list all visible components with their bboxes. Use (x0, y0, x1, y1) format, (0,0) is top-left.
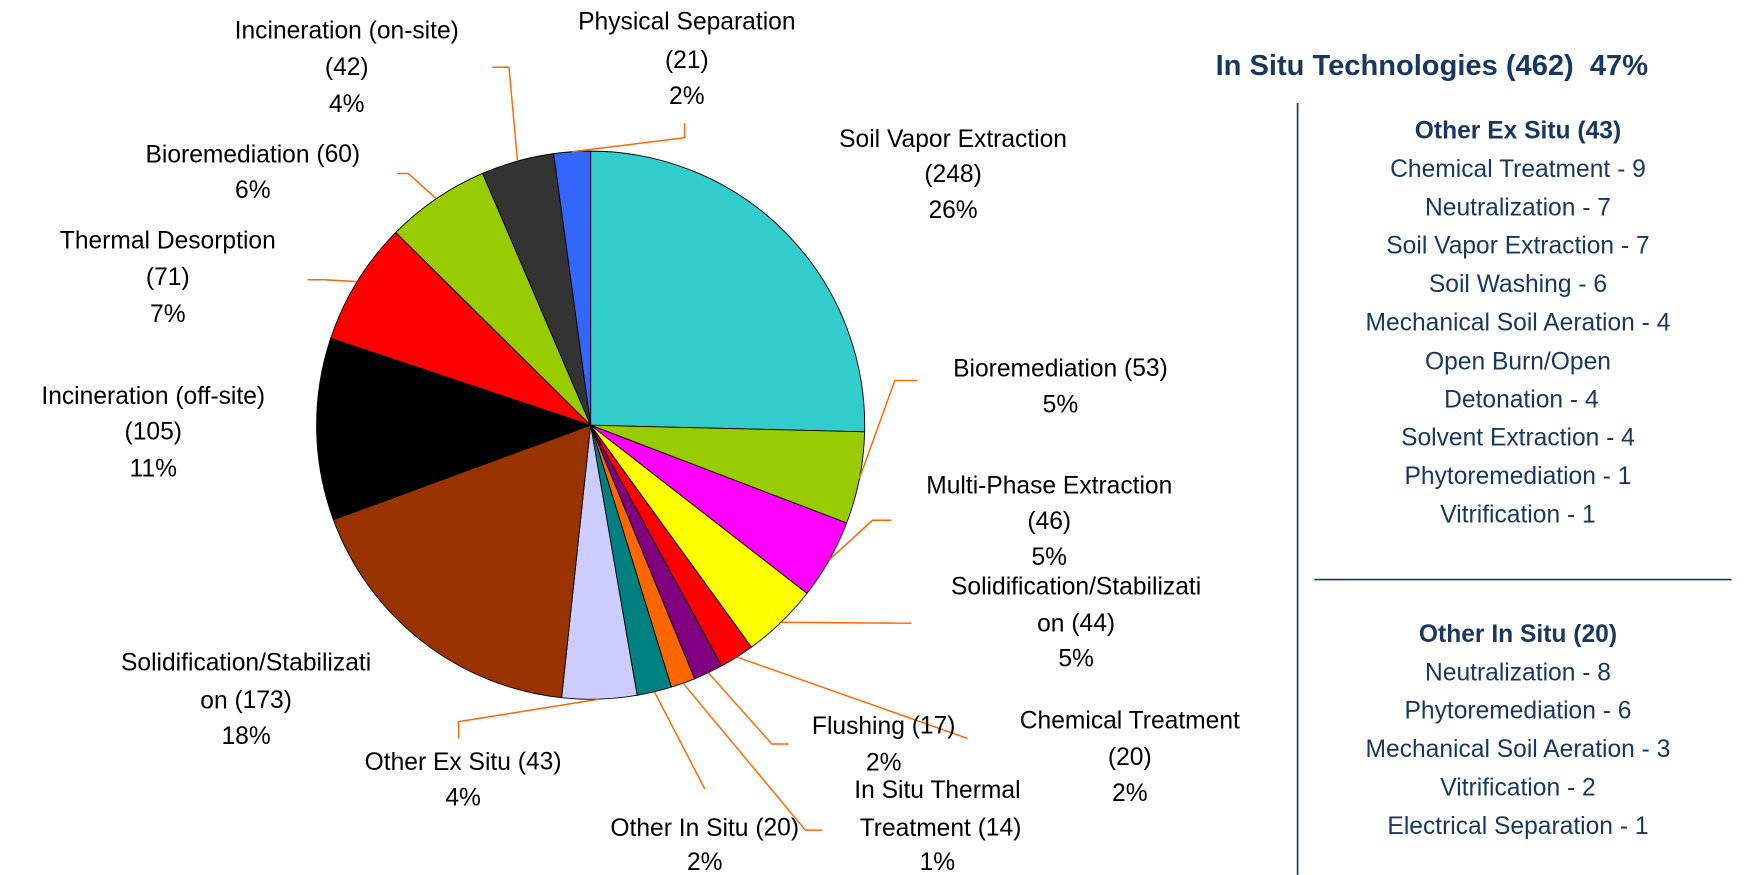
percent-label: 5% (1031, 544, 1067, 571)
list-item: Vitrification - 2 (1440, 774, 1595, 801)
percent-label: 2% (1112, 780, 1148, 807)
slice-label: Solidification/Stabilizati on (121, 649, 371, 714)
value-label: (20) (755, 815, 799, 842)
list-item: Soil Vapor Extraction - 7 (1386, 233, 1649, 260)
slice-label: Multi-Phase Extraction (926, 472, 1172, 499)
value-label: (60) (316, 141, 360, 168)
leader-line (858, 379, 918, 479)
list-item: Mechanical Soil Aeration - 3 (1366, 736, 1671, 763)
percent-label: 11% (130, 455, 177, 482)
slice (590, 150, 866, 433)
percent-label: 1% (920, 849, 956, 875)
value-label: (53) (1124, 355, 1168, 382)
list-item: Phytoremediation - 1 (1405, 463, 1632, 490)
percent-label: 2% (669, 83, 705, 110)
slice-label: Incineration (off-site) (41, 383, 265, 410)
value-label: (46) (1027, 508, 1071, 535)
list-item: Vitrification - 1 (1440, 501, 1595, 528)
slice (316, 337, 592, 521)
value-label: (44) (1071, 610, 1115, 637)
leader-line (828, 519, 892, 561)
list-item: Mechanical Soil Aeration - 4 (1366, 309, 1671, 336)
panel-title: In Situ Technologies (462) 47% (1216, 50, 1649, 82)
percent-label: 4% (445, 784, 481, 811)
leader-line (682, 682, 823, 831)
value-label: (17) (912, 713, 956, 740)
leader-line (307, 279, 358, 283)
leader-line (736, 656, 968, 740)
slice-label: Soil Vapor Extraction (839, 125, 1067, 152)
value-label: (105) (125, 419, 182, 446)
list-item: Solvent Extraction - 4 (1401, 425, 1635, 452)
group-title: Other In Situ (20) (1419, 621, 1617, 648)
percent-label: 18% (221, 723, 270, 750)
slice-label: Thermal Desorption (60, 227, 276, 254)
value-label: (21) (665, 47, 709, 74)
slice (332, 424, 592, 699)
percent-label: 6% (235, 177, 271, 204)
slice-label: Other Ex Situ (365, 749, 511, 776)
slice-label: Solidification/Stabilizati on (951, 573, 1201, 637)
value-label: (20) (1108, 744, 1152, 771)
percent-label: 7% (150, 301, 186, 328)
list-item: Phytoremediation - 6 (1405, 698, 1632, 725)
value-label: (14) (978, 815, 1022, 842)
value-label: (43) (518, 749, 562, 776)
leader-line (707, 672, 789, 745)
leader-line (653, 691, 706, 790)
value-label: (173) (234, 687, 291, 714)
list-item: Neutralization - 7 (1425, 194, 1611, 221)
slice-label: Bioremediation (953, 355, 1117, 382)
percent-label: 5% (1043, 392, 1079, 419)
value-label: (248) (924, 161, 981, 188)
pie (316, 150, 866, 700)
percent-label: 5% (1058, 646, 1094, 673)
value-label: (71) (146, 264, 190, 291)
list-item: Soil Washing - 6 (1429, 271, 1607, 298)
slice-label: Chemical Treatment (1020, 707, 1240, 734)
group-title: Other Ex Situ (43) (1415, 118, 1621, 145)
slice-label: Bioremediation (145, 141, 309, 168)
leader-line (457, 698, 600, 739)
list-item: Chemical Treatment - 9 (1390, 156, 1646, 183)
percent-label: 26% (928, 197, 977, 224)
slice-label: Incineration (on-site) (235, 17, 459, 44)
side-panel: In Situ Technologies (462) 47% Other Ex … (1216, 50, 1732, 875)
slice (553, 150, 592, 426)
leader-line (492, 66, 519, 162)
percent-label: 2% (687, 849, 723, 875)
list-item: Electrical Separation - 1 (1387, 813, 1648, 840)
percent-label: 2% (866, 750, 902, 777)
percent-label: 4% (329, 91, 365, 118)
leader-line (781, 621, 912, 624)
slice-label: Flushing (812, 713, 905, 740)
list-item: Open Burn/Open Detonation - 4 (1425, 348, 1611, 413)
slice-label: Other In Situ (610, 815, 748, 842)
list-item: Neutralization - 8 (1425, 659, 1611, 686)
value-label: (42) (325, 54, 369, 81)
slice-label: In Situ Thermal Treatment (853, 776, 1020, 841)
slice-label: Physical Separation (578, 8, 795, 35)
leader-line (572, 123, 686, 153)
leader-line (397, 172, 437, 200)
